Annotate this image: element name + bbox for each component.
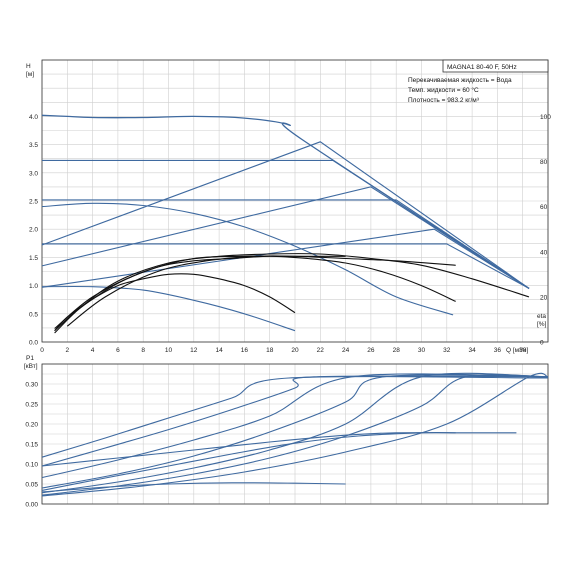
p1-tick-label: 0.30 bbox=[25, 382, 38, 389]
h-axis-label: H [м] bbox=[26, 63, 34, 78]
h-tick-label: 1.5 bbox=[29, 255, 38, 262]
q-tick-label: 28 bbox=[393, 347, 401, 354]
q-tick-label: 18 bbox=[266, 347, 274, 354]
p1-plot-frame bbox=[41, 363, 549, 505]
eta-tick-label: 60 bbox=[540, 204, 548, 211]
efficiency-curve bbox=[54, 253, 530, 334]
qh-plot-frame bbox=[41, 59, 549, 343]
power-curve bbox=[41, 373, 549, 479]
p1-tick-label: 0.20 bbox=[25, 422, 38, 429]
q-axis-label: Q [м³/ч] bbox=[506, 347, 528, 354]
q-tick-label: 20 bbox=[291, 347, 299, 354]
chart-title: MAGNA1 80-40 F, 50Hz bbox=[447, 64, 517, 71]
head-curve bbox=[41, 228, 530, 289]
info-temperature: Темп. жидкости = 60 °C bbox=[408, 86, 479, 94]
q-tick-label: 34 bbox=[468, 347, 476, 354]
q-tick-label: 6 bbox=[116, 347, 120, 354]
h-tick-label: 2.0 bbox=[29, 227, 38, 234]
q-tick-label: 38 bbox=[519, 347, 527, 354]
head-curve bbox=[41, 285, 296, 332]
q-tick-label: 30 bbox=[418, 347, 426, 354]
info-density: Плотность = 983.2 кг/м³ bbox=[408, 97, 480, 104]
power-curve bbox=[41, 374, 549, 496]
power-curve bbox=[41, 372, 549, 494]
head-curve bbox=[42, 159, 530, 289]
qh-curves bbox=[41, 114, 530, 334]
q-tick-label: 10 bbox=[165, 347, 173, 354]
efficiency-curve bbox=[66, 255, 346, 327]
head-curve bbox=[42, 243, 530, 289]
q-tick-label: 4 bbox=[91, 347, 95, 354]
head-curve bbox=[41, 114, 530, 289]
p1-ticks: 0.00 0.05 0.10 0.15 0.20 0.25 0.30 bbox=[25, 382, 38, 509]
q-tick-label: 12 bbox=[190, 347, 198, 354]
eta-tick-label: 80 bbox=[540, 159, 548, 166]
eta-tick-label: 20 bbox=[540, 294, 548, 301]
power-curve bbox=[41, 375, 549, 467]
q-tick-label: 24 bbox=[342, 347, 350, 354]
h-tick-label: 4.0 bbox=[29, 114, 38, 121]
h-tick-label: 2.5 bbox=[29, 199, 38, 206]
efficiency-curve bbox=[54, 255, 456, 332]
q-tick-label: 2 bbox=[65, 347, 69, 354]
head-curve bbox=[41, 202, 454, 316]
info-liquid: Перекачиваемая жидкость = Вода bbox=[408, 77, 512, 84]
q-tick-label: 16 bbox=[241, 347, 249, 354]
power-curve bbox=[41, 432, 456, 467]
q-tick-label: 36 bbox=[494, 347, 502, 354]
power-curve bbox=[41, 372, 549, 497]
efficiency-curve bbox=[54, 273, 296, 332]
p1-tick-label: 0.00 bbox=[25, 502, 38, 509]
power-curve bbox=[41, 432, 517, 491]
q-tick-label: 32 bbox=[443, 347, 451, 354]
power-curve bbox=[41, 375, 549, 458]
eta-axis-label: eta [%] bbox=[537, 313, 547, 328]
eta-tick-label: 0 bbox=[540, 340, 544, 347]
head-curve bbox=[41, 186, 530, 289]
p1-curves bbox=[41, 372, 549, 497]
h-tick-label: 3.5 bbox=[29, 142, 38, 149]
p1-tick-label: 0.15 bbox=[25, 442, 38, 449]
h-tick-label: 3.0 bbox=[29, 170, 38, 177]
head-curve bbox=[42, 199, 530, 289]
power-curve bbox=[41, 374, 549, 489]
p1-tick-label: 0.05 bbox=[25, 482, 38, 489]
q-tick-label: 26 bbox=[367, 347, 375, 354]
eta-tick-label: 40 bbox=[540, 249, 548, 256]
p1-tick-label: 0.10 bbox=[25, 462, 38, 469]
q-tick-label: 0 bbox=[40, 347, 44, 354]
head-curve bbox=[41, 141, 530, 289]
eta-tick-label: 100 bbox=[540, 114, 551, 121]
q-tick-label: 22 bbox=[317, 347, 325, 354]
q-tick-label: 8 bbox=[141, 347, 145, 354]
power-curve bbox=[41, 482, 346, 493]
q-tick-label: 14 bbox=[215, 347, 223, 354]
h-tick-label: 0.5 bbox=[29, 311, 38, 318]
p1-axis-label: P1 [кВт] bbox=[24, 355, 38, 370]
p1-tick-label: 0.25 bbox=[25, 402, 38, 409]
h-tick-label: 1.0 bbox=[29, 283, 38, 290]
qh-ticks: 0 2 4 6 8 10 12 14 16 18 20 22 24 26 28 30 32 34 36 380.00.… bbox=[29, 114, 551, 354]
h-tick-label: 0.0 bbox=[29, 340, 38, 347]
qh-grid bbox=[41, 59, 549, 343]
title-box bbox=[442, 59, 549, 73]
